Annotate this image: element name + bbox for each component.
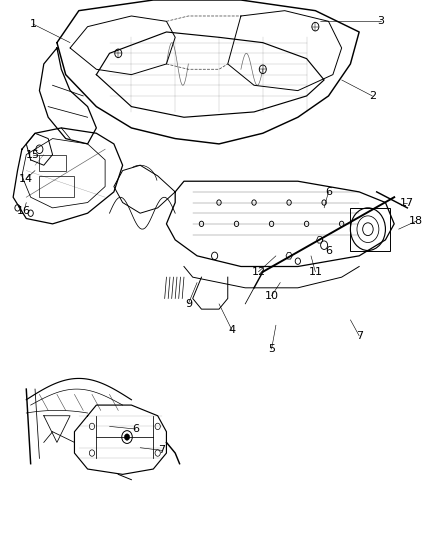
- Text: 15: 15: [26, 150, 40, 159]
- Text: 7: 7: [356, 331, 363, 341]
- Text: 6: 6: [325, 187, 332, 197]
- Text: 9: 9: [185, 299, 192, 309]
- Text: 10: 10: [265, 291, 279, 301]
- Text: 6: 6: [325, 246, 332, 255]
- Text: 4: 4: [229, 326, 236, 335]
- Text: 3: 3: [378, 17, 385, 26]
- Text: 11: 11: [308, 267, 322, 277]
- Text: 5: 5: [268, 344, 275, 354]
- Text: 18: 18: [409, 216, 423, 226]
- Circle shape: [124, 434, 130, 440]
- Text: 14: 14: [19, 174, 33, 183]
- Text: 1: 1: [29, 19, 36, 29]
- Text: 7: 7: [159, 446, 166, 455]
- Text: 2: 2: [369, 91, 376, 101]
- Text: 6: 6: [132, 424, 139, 434]
- Text: 12: 12: [251, 267, 265, 277]
- Text: 16: 16: [17, 206, 31, 215]
- Text: 17: 17: [400, 198, 414, 207]
